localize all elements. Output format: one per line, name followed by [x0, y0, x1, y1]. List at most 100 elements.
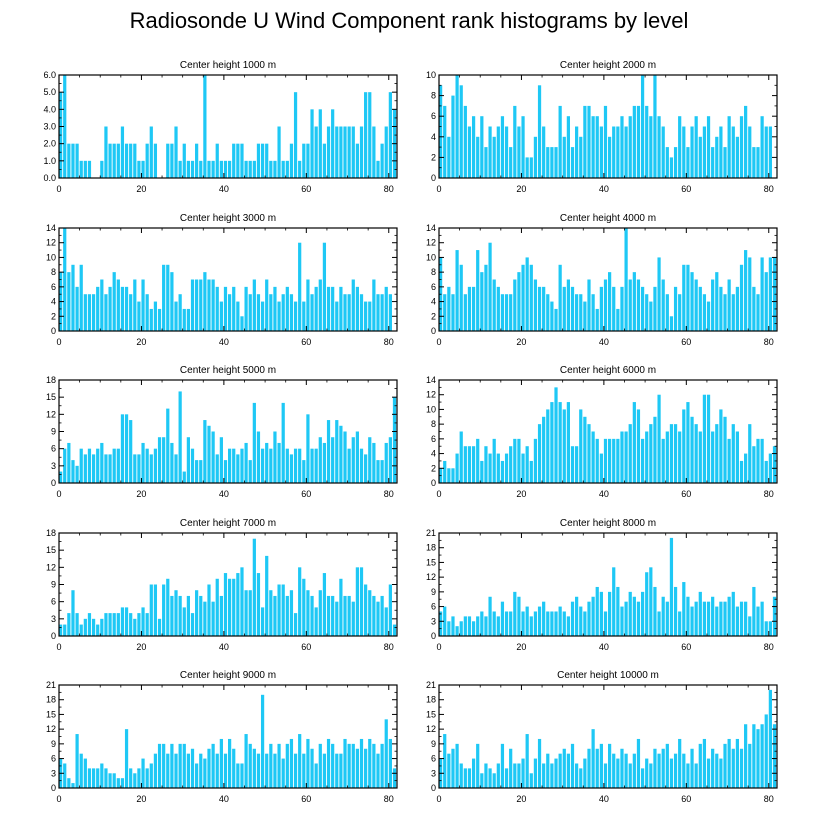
histogram-bar: [632, 753, 636, 788]
histogram-bar: [277, 442, 281, 483]
x-tick-label: 40: [599, 489, 609, 499]
histogram-bar: [616, 308, 620, 331]
histogram-bar: [100, 763, 104, 788]
histogram-bar: [256, 573, 261, 636]
histogram-bar: [343, 431, 347, 483]
histogram-bar: [542, 763, 546, 788]
histogram-bar: [756, 606, 760, 636]
y-tick-label: 0: [431, 631, 436, 641]
histogram-bar: [67, 143, 71, 178]
histogram-bar: [104, 126, 108, 178]
histogram-bar: [219, 160, 223, 178]
histogram-bar: [129, 143, 133, 178]
histogram-bar: [326, 126, 331, 178]
histogram-bar: [640, 768, 645, 788]
histogram-bar: [310, 294, 314, 331]
histogram-bar: [211, 601, 215, 636]
histogram-bar: [575, 126, 579, 178]
histogram-bar: [380, 143, 384, 178]
histogram-bar: [347, 126, 351, 178]
y-tick-label: 6: [51, 597, 56, 607]
histogram-bar: [612, 567, 616, 636]
histogram-bar: [727, 279, 731, 331]
histogram-bar: [186, 308, 190, 331]
histogram-bar: [87, 448, 92, 483]
histogram-bar: [79, 753, 83, 788]
histogram-bar: [347, 294, 351, 331]
histogram-bar: [525, 257, 529, 331]
histogram-bar: [281, 160, 285, 178]
histogram-bar: [579, 409, 583, 483]
histogram-bar: [260, 301, 265, 331]
y-tick-label: 9: [431, 587, 436, 597]
histogram-bar: [178, 743, 182, 788]
histogram-bar: [384, 442, 388, 483]
histogram-bar: [744, 724, 748, 788]
x-tick-label: 40: [599, 184, 609, 194]
histogram-bar: [492, 773, 496, 788]
histogram-bar: [302, 578, 306, 636]
y-tick-label: 4.0: [43, 104, 56, 114]
y-tick-label: 8: [431, 419, 436, 429]
histogram-bar: [575, 294, 579, 331]
histogram-bar: [108, 454, 112, 483]
histogram-bar: [673, 424, 678, 483]
x-tick-label: 40: [219, 337, 229, 347]
histogram-bar: [599, 743, 603, 788]
y-tick-label: 9: [431, 739, 436, 749]
histogram-bar: [153, 301, 158, 331]
histogram-bar: [223, 753, 228, 788]
histogram-bar: [310, 448, 314, 483]
histogram-bar: [542, 126, 546, 178]
histogram-bar: [83, 618, 87, 636]
histogram-bar: [96, 286, 100, 331]
histogram-bar: [504, 126, 509, 178]
histogram-bar: [157, 308, 162, 331]
histogram-bar: [739, 748, 744, 788]
histogram-bar: [492, 438, 496, 483]
histogram-bar: [351, 437, 355, 483]
histogram-bar: [772, 596, 777, 636]
histogram-bar: [108, 286, 112, 331]
histogram-bar: [471, 758, 476, 788]
histogram-bar: [265, 143, 269, 178]
histogram-bar: [496, 126, 500, 178]
y-tick-label: 14: [426, 223, 436, 233]
histogram-bar: [608, 272, 612, 331]
histogram-bar: [83, 758, 87, 788]
histogram-bar: [649, 567, 653, 636]
histogram-bar: [546, 753, 550, 788]
histogram-bar: [310, 748, 314, 788]
histogram-bar: [760, 257, 764, 331]
histogram-bar: [87, 160, 92, 178]
histogram-bar: [649, 424, 653, 483]
histogram-bar: [232, 448, 236, 483]
histogram-bar: [731, 591, 735, 636]
histogram-bar: [281, 584, 285, 636]
x-tick-label: 40: [599, 337, 609, 347]
histogram-bar: [380, 595, 384, 636]
histogram-bar: [657, 116, 661, 178]
histogram-bar: [162, 264, 166, 331]
histogram-bar: [322, 753, 327, 788]
histogram-bar: [351, 601, 355, 636]
x-tick-label: 20: [516, 337, 526, 347]
histogram-bar: [129, 420, 133, 483]
histogram-bar: [723, 601, 727, 636]
x-tick-label: 60: [301, 184, 311, 194]
histogram-bar: [364, 301, 368, 331]
histogram-bar: [533, 438, 538, 483]
histogram-bar: [368, 738, 372, 788]
histogram-bar: [525, 606, 529, 636]
y-tick-label: 6: [51, 754, 56, 764]
histogram-bar: [145, 294, 149, 331]
histogram-bar: [265, 279, 269, 331]
x-tick-label: 20: [136, 794, 146, 804]
x-tick-label: 0: [56, 794, 61, 804]
histogram-bar: [96, 448, 100, 483]
histogram-bar: [322, 573, 327, 636]
histogram-bar: [628, 424, 632, 483]
histogram-bar: [318, 590, 322, 636]
histogram-bar: [624, 431, 628, 483]
y-tick-label: 6.0: [43, 70, 56, 80]
